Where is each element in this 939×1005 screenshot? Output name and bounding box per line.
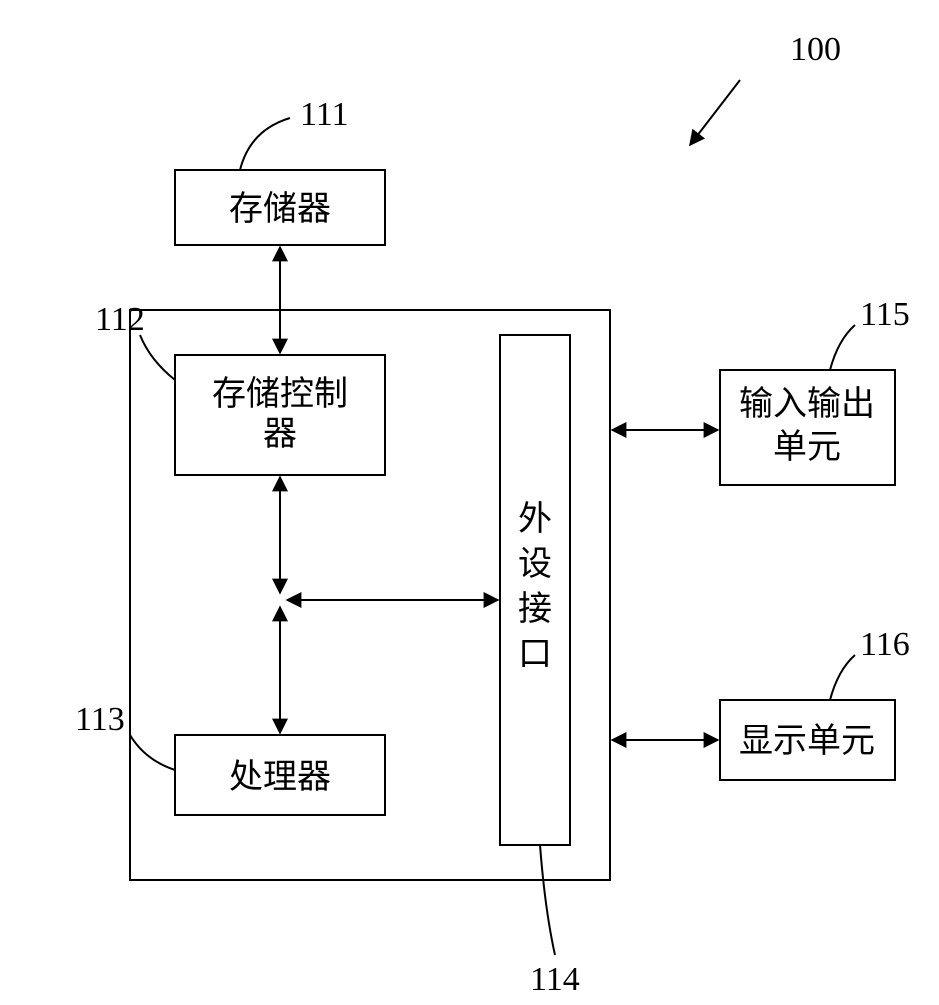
leader-114: 114 — [530, 845, 580, 998]
block-peripheral-interface: 外 设 接 口 — [500, 335, 570, 845]
block-memctrl-label-l2: 器 — [263, 416, 297, 453]
leader-116: 116 — [830, 626, 910, 700]
leader-115: 115 — [830, 296, 910, 370]
label-112: 112 — [95, 301, 145, 338]
block-processor-label: 处理器 — [229, 759, 331, 796]
pointer-100: 100 — [690, 31, 841, 145]
diagram-canvas: 100 存储器 111 存储控制 器 112 处理器 113 外 设 接 口 1… — [0, 0, 939, 1000]
label-111: 111 — [300, 96, 348, 133]
block-io-l1: 输入输出 — [739, 385, 875, 423]
leader-111: 111 — [240, 96, 348, 170]
block-periph-c2: 设 — [518, 546, 552, 583]
label-113: 113 — [75, 701, 125, 738]
leader-113: 113 — [75, 701, 175, 770]
block-display-unit: 显示单元 — [720, 700, 895, 780]
block-io-unit: 输入输出 单元 — [720, 370, 895, 485]
block-processor: 处理器 — [175, 735, 385, 815]
block-memctrl-label-l1: 存储控制 — [212, 375, 348, 413]
block-display-label: 显示单元 — [739, 723, 875, 760]
label-116: 116 — [860, 626, 910, 663]
label-114: 114 — [530, 961, 580, 998]
block-periph-c3: 接 — [518, 591, 552, 628]
label-115: 115 — [860, 296, 910, 333]
block-memory-controller: 存储控制 器 — [175, 355, 385, 475]
block-memory: 存储器 — [175, 170, 385, 245]
leader-112: 112 — [95, 301, 175, 380]
block-periph-c4: 口 — [518, 636, 552, 673]
block-memory-label: 存储器 — [229, 190, 331, 228]
block-io-l2: 单元 — [773, 429, 841, 466]
label-100: 100 — [790, 31, 841, 68]
block-periph-c1: 外 — [518, 500, 552, 538]
